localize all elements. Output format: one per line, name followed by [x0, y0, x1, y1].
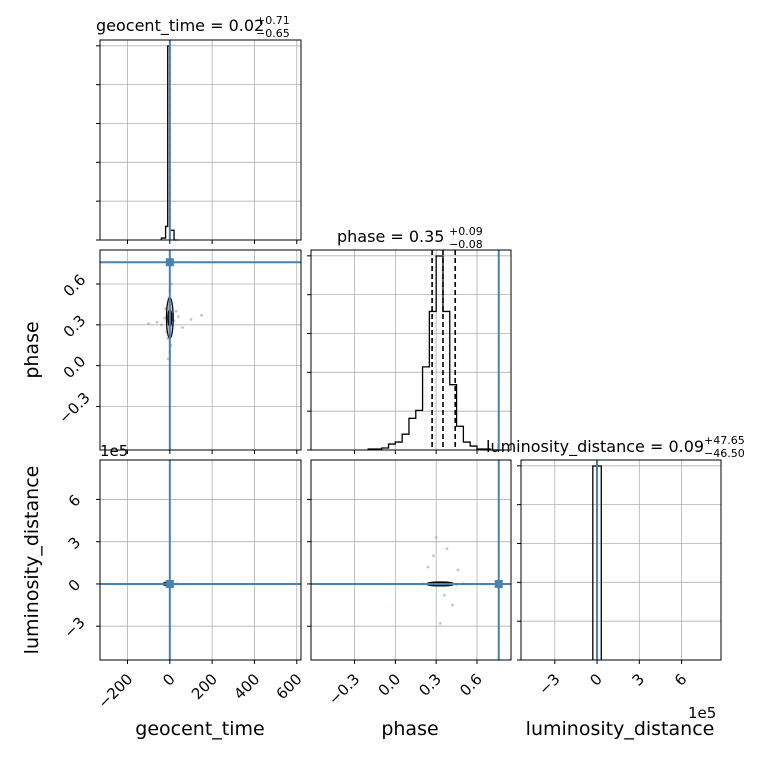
- y-tick-label: 0.0: [60, 352, 90, 382]
- sample-point: [442, 593, 446, 597]
- sample-point: [456, 568, 460, 572]
- axes-frame: [99, 249, 302, 451]
- title-luminosity-distance-minus: −46.50: [704, 447, 745, 460]
- panel-phase-vs-luminosity-distance: [307, 459, 512, 664]
- x-tick-label: 600: [273, 670, 306, 703]
- x-tick-label: 0.3: [415, 670, 445, 700]
- x-tick-label: −3: [535, 670, 563, 698]
- y-tick-label: −3: [60, 613, 88, 641]
- sample-point: [174, 309, 178, 313]
- x-tick-label: 0: [159, 670, 178, 689]
- x-tick-label: 400: [230, 670, 263, 703]
- hist-panel-luminosity-distance: [517, 459, 722, 664]
- x-tick-label: 6: [671, 670, 690, 689]
- truth-marker: [494, 579, 503, 588]
- panel-geocent-time-vs-phase: [96, 249, 302, 454]
- sample-point: [434, 536, 438, 539]
- x-tick-label: 0.6: [456, 670, 486, 700]
- y-tick-label: 6: [65, 491, 84, 510]
- xlabel-geocent-time: geocent_time: [135, 718, 264, 740]
- truth-marker: [165, 579, 174, 588]
- ylabel-phase: phase: [21, 321, 43, 378]
- sample-point: [445, 547, 449, 551]
- hist-step-geocent-time: [160, 45, 179, 241]
- ylabel-luminosity-distance: luminosity_distance: [21, 466, 43, 655]
- hist-step-phase: [367, 255, 505, 451]
- truth-marker: [165, 258, 174, 267]
- sample-point: [163, 316, 166, 320]
- sample-point: [159, 323, 163, 327]
- title-phase: phase = 0.35: [337, 227, 444, 246]
- sample-point: [155, 320, 159, 324]
- x-tick-label: −200: [94, 670, 136, 712]
- x-tick-label: 3: [629, 670, 648, 689]
- title-geocent-time: geocent_time = 0.02: [96, 16, 264, 36]
- title-geocent-time-plus: +0.71: [256, 14, 290, 27]
- sample-point: [189, 317, 193, 321]
- sample-point: [426, 565, 430, 569]
- axes-frame: [310, 249, 512, 451]
- panel-geocent-time-vs-luminosity-distance: [96, 459, 302, 664]
- xlabel-luminosity-distance: luminosity_distance: [526, 718, 715, 740]
- y-tick-label: 0.6: [60, 271, 90, 301]
- y-tick-label: 3: [65, 533, 84, 552]
- title-phase-plus: +0.09: [449, 225, 483, 238]
- title-luminosity-distance: luminosity_distance = 0.09: [486, 437, 704, 457]
- title-phase-minus: −0.08: [449, 238, 483, 251]
- title-luminosity-distance-plus: +47.65: [704, 434, 745, 447]
- sample-point: [438, 621, 442, 625]
- y-tick-label: 0.3: [60, 311, 90, 341]
- xlabel-phase: phase: [381, 718, 438, 740]
- sample-point: [432, 554, 435, 558]
- hist-panel-geocent-time: [96, 39, 302, 244]
- axes-frame: [520, 459, 722, 661]
- x-tick-label: 200: [188, 670, 221, 703]
- sample-point: [200, 313, 203, 317]
- x-tick-label: −0.3: [325, 670, 363, 708]
- y-tick-label: 0: [65, 576, 84, 595]
- axes-frame: [310, 459, 512, 661]
- axes-frame: [99, 459, 302, 661]
- axes-frame: [99, 39, 302, 241]
- x-tick-label: 0: [586, 670, 605, 689]
- y-tick-label: −0.3: [55, 389, 93, 427]
- sample-point: [176, 315, 180, 319]
- hist-panel-phase: [307, 249, 512, 454]
- offset-text-y-luminosity-distance: 1e5: [100, 442, 128, 460]
- x-tick-label: 0.0: [375, 670, 405, 700]
- sample-point: [147, 322, 151, 325]
- title-geocent-time-minus: −0.65: [256, 27, 290, 40]
- sample-point: [181, 326, 184, 329]
- sample-point: [451, 603, 454, 607]
- offset-text-x-luminosity-distance: 1e5: [688, 704, 716, 722]
